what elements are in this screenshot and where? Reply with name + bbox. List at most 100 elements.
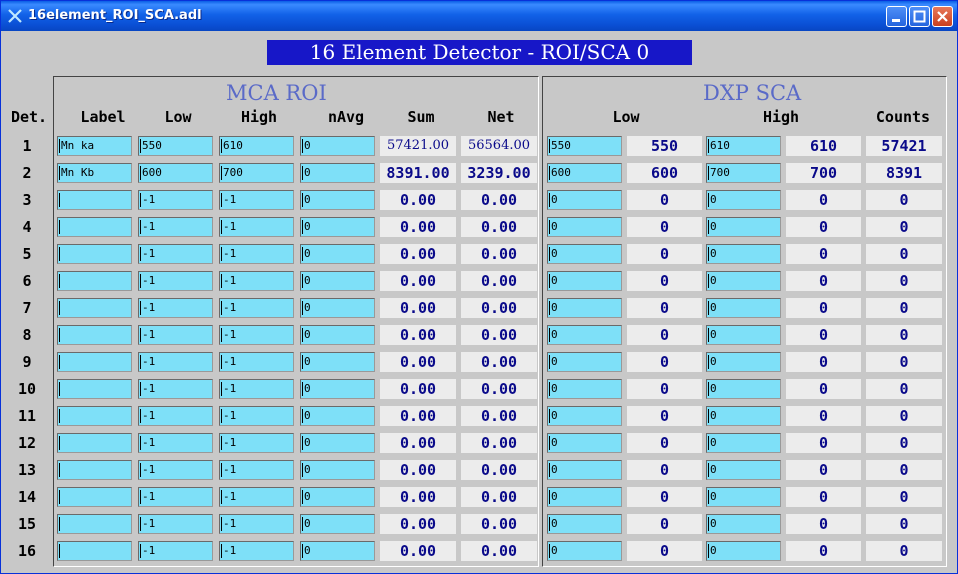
navg-input[interactable]: 0 — [300, 379, 375, 399]
sca-low-input[interactable]: 0 — [547, 406, 622, 426]
close-button[interactable] — [932, 6, 953, 27]
maximize-button[interactable] — [909, 6, 930, 27]
navg-input[interactable]: 0 — [300, 487, 375, 507]
label-input[interactable] — [57, 298, 132, 318]
roi-high-input[interactable]: -1 — [219, 487, 294, 507]
label-input[interactable] — [57, 244, 132, 264]
roi-low-input[interactable]: -1 — [138, 190, 213, 210]
sca-low-input[interactable]: 0 — [547, 433, 622, 453]
navg-input[interactable]: 0 — [300, 406, 375, 426]
navg-input[interactable]: 0 — [300, 163, 375, 183]
roi-low-input[interactable]: -1 — [138, 514, 213, 534]
sca-low-input[interactable]: 0 — [547, 325, 622, 345]
roi-high-input[interactable]: -1 — [219, 217, 294, 237]
label-input[interactable] — [57, 352, 132, 372]
roi-low-input[interactable]: -1 — [138, 379, 213, 399]
sca-high-input[interactable]: 0 — [706, 406, 781, 426]
label-input[interactable] — [57, 433, 132, 453]
label-input[interactable] — [57, 487, 132, 507]
navg-input[interactable]: 0 — [300, 190, 375, 210]
sca-high-input[interactable]: 0 — [706, 325, 781, 345]
sca-low-input[interactable]: 0 — [547, 352, 622, 372]
roi-high-input[interactable]: -1 — [219, 433, 294, 453]
label-input[interactable] — [57, 541, 132, 561]
sca-low-input[interactable]: 0 — [547, 487, 622, 507]
roi-low-input[interactable]: -1 — [138, 406, 213, 426]
sca-high-input[interactable]: 0 — [706, 271, 781, 291]
roi-low-input[interactable]: -1 — [138, 460, 213, 480]
roi-low-input[interactable]: -1 — [138, 487, 213, 507]
roi-high-input[interactable]: 610 — [219, 136, 294, 156]
sca-high-input[interactable]: 700 — [706, 163, 781, 183]
sca-low-input[interactable]: 0 — [547, 379, 622, 399]
title-bar[interactable]: 16element_ROI_SCA.adl — [1, 1, 957, 31]
sca-high-input[interactable]: 0 — [706, 433, 781, 453]
label-input[interactable] — [57, 514, 132, 534]
sca-high-input[interactable]: 0 — [706, 460, 781, 480]
roi-high-input[interactable]: -1 — [219, 541, 294, 561]
sca-low-input[interactable]: 0 — [547, 244, 622, 264]
roi-high-input[interactable]: -1 — [219, 244, 294, 264]
sca-low-input[interactable]: 550 — [547, 136, 622, 156]
roi-high-input[interactable]: -1 — [219, 379, 294, 399]
sca-low-input[interactable]: 0 — [547, 514, 622, 534]
sca-low-input[interactable]: 0 — [547, 298, 622, 318]
label-input[interactable] — [57, 190, 132, 210]
sca-high-input[interactable]: 0 — [706, 190, 781, 210]
roi-high-input[interactable]: -1 — [219, 352, 294, 372]
sca-high-input[interactable]: 0 — [706, 379, 781, 399]
roi-high-input[interactable]: -1 — [219, 460, 294, 480]
label-input[interactable]: Mn ka — [57, 136, 132, 156]
sca-high-input[interactable]: 0 — [706, 541, 781, 561]
roi-high-input[interactable]: -1 — [219, 190, 294, 210]
roi-high-input[interactable]: -1 — [219, 514, 294, 534]
label-input[interactable]: Mn Kb — [57, 163, 132, 183]
label-input[interactable] — [57, 406, 132, 426]
roi-low-input[interactable]: -1 — [138, 244, 213, 264]
sca-low-input[interactable]: 600 — [547, 163, 622, 183]
roi-low-input[interactable]: -1 — [138, 271, 213, 291]
roi-low-input[interactable]: -1 — [138, 217, 213, 237]
sca-low-input[interactable]: 0 — [547, 541, 622, 561]
label-input[interactable] — [57, 460, 132, 480]
roi-low-input[interactable]: 600 — [138, 163, 213, 183]
navg-input[interactable]: 0 — [300, 460, 375, 480]
roi-low-input[interactable]: -1 — [138, 352, 213, 372]
navg-input[interactable]: 0 — [300, 298, 375, 318]
sca-high-input[interactable]: 0 — [706, 514, 781, 534]
sca-low-input[interactable]: 0 — [547, 217, 622, 237]
sca-low-input[interactable]: 0 — [547, 271, 622, 291]
sca-high-input[interactable]: 0 — [706, 487, 781, 507]
minimize-button[interactable] — [886, 6, 907, 27]
sca-low-input[interactable]: 0 — [547, 460, 622, 480]
label-input[interactable] — [57, 325, 132, 345]
roi-high-input[interactable]: 700 — [219, 163, 294, 183]
sca-high-input[interactable]: 0 — [706, 298, 781, 318]
roi-low-input[interactable]: -1 — [138, 325, 213, 345]
roi-high-input[interactable]: -1 — [219, 325, 294, 345]
roi-low-input[interactable]: -1 — [138, 541, 213, 561]
roi-low-input[interactable]: 550 — [138, 136, 213, 156]
sca-high-input[interactable]: 0 — [706, 352, 781, 372]
label-input[interactable] — [57, 217, 132, 237]
sca-high-input[interactable]: 610 — [706, 136, 781, 156]
sca-high-input[interactable]: 0 — [706, 217, 781, 237]
navg-input[interactable]: 0 — [300, 541, 375, 561]
roi-high-input[interactable]: -1 — [219, 298, 294, 318]
roi-high-input[interactable]: -1 — [219, 271, 294, 291]
label-input[interactable] — [57, 271, 132, 291]
roi-low-input[interactable]: -1 — [138, 433, 213, 453]
navg-input[interactable]: 0 — [300, 433, 375, 453]
sca-low-input[interactable]: 0 — [547, 190, 622, 210]
roi-low-input[interactable]: -1 — [138, 298, 213, 318]
navg-input[interactable]: 0 — [300, 352, 375, 372]
roi-high-input[interactable]: -1 — [219, 406, 294, 426]
sca-high-input[interactable]: 0 — [706, 244, 781, 264]
navg-input[interactable]: 0 — [300, 271, 375, 291]
label-input[interactable] — [57, 379, 132, 399]
navg-input[interactable]: 0 — [300, 325, 375, 345]
navg-input[interactable]: 0 — [300, 514, 375, 534]
navg-input[interactable]: 0 — [300, 217, 375, 237]
navg-input[interactable]: 0 — [300, 136, 375, 156]
navg-input[interactable]: 0 — [300, 244, 375, 264]
